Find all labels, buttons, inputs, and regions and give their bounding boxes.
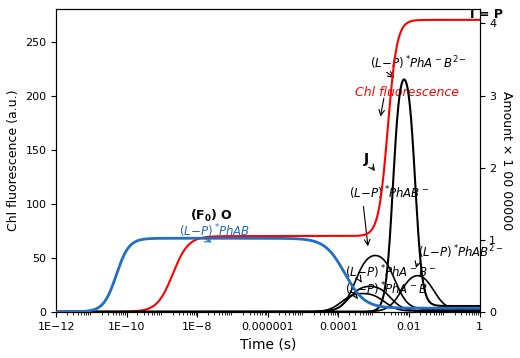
- Text: $\mathbf{(F_0)\ O}$: $\mathbf{(F_0)\ O}$: [190, 208, 232, 224]
- X-axis label: Time (s): Time (s): [240, 337, 296, 351]
- Text: $(L\!-\!P)^*\!PhAB^{2-}$: $(L\!-\!P)^*\!PhAB^{2-}$: [418, 244, 504, 261]
- Text: $(L\!-\!P)^*\!PhAB$: $(L\!-\!P)^*\!PhAB$: [179, 222, 250, 240]
- Text: $(L\!-\!P)^*\!PhA^-B$: $(L\!-\!P)^*\!PhA^-B$: [345, 281, 427, 298]
- Text: Chl fluorescence: Chl fluorescence: [355, 86, 459, 98]
- Text: $(L\!-\!P)^*\!PhAB^-$: $(L\!-\!P)^*\!PhAB^-$: [349, 184, 430, 202]
- Text: $(L\!-\!P)^*\!PhA^-B^{2-}$: $(L\!-\!P)^*\!PhA^-B^{2-}$: [370, 55, 467, 72]
- Y-axis label: Amount × 1 00 00000: Amount × 1 00 00000: [500, 91, 513, 230]
- Y-axis label: Chl fluorescence (a.u.): Chl fluorescence (a.u.): [7, 90, 20, 231]
- Text: J: J: [363, 151, 369, 166]
- Text: $(L\!-\!P)^*\!PhA^-B^-$: $(L\!-\!P)^*\!PhA^-B^-$: [345, 263, 436, 281]
- Text: I = P: I = P: [471, 8, 503, 21]
